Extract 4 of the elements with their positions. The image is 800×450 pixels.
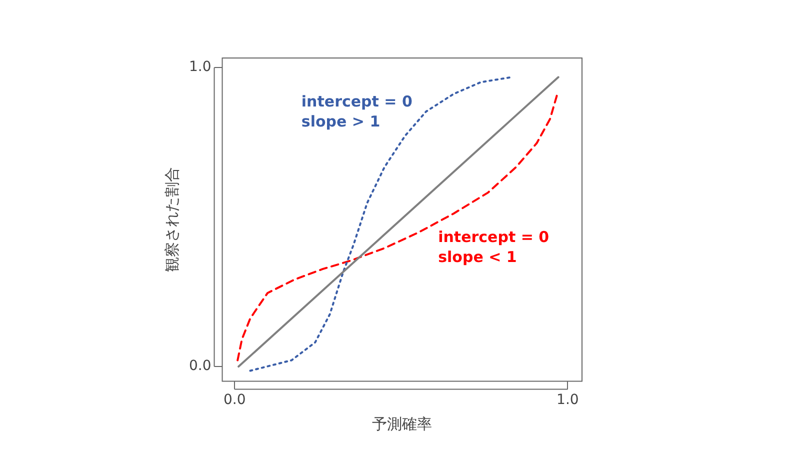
y-axis-title: 観察された割合 [162,167,181,272]
x-axis-title: 予測確率 [372,414,432,433]
series-label: intercept = 0 slope > 1 [301,92,412,130]
series-label: intercept = 0 slope < 1 [438,228,550,266]
